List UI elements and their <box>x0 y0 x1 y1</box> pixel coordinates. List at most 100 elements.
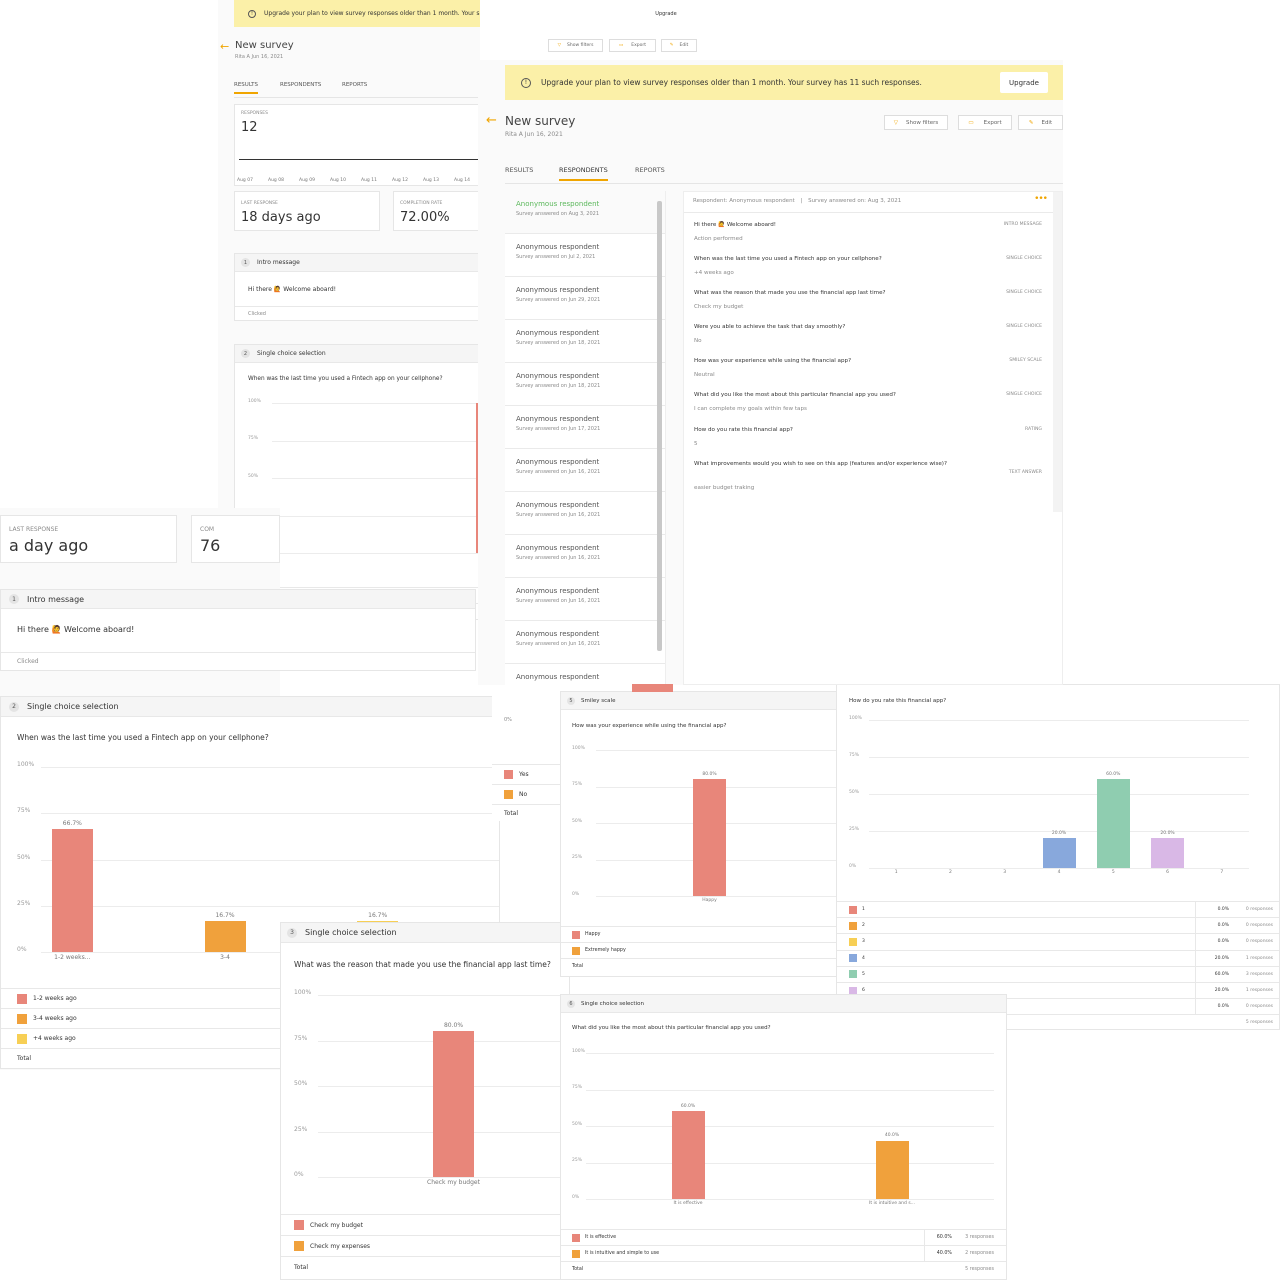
y-tick-label: 25% <box>572 1158 583 1163</box>
chart-bar[interactable] <box>671 1111 705 1199</box>
y-tick-label: 100% <box>294 989 312 996</box>
legend-label: 5 <box>862 971 865 977</box>
show-filters-button[interactable]: ▽ Show filters <box>884 115 948 130</box>
qa-type: SMILEY SCALE <box>1009 358 1042 363</box>
tab-respondents-large[interactable]: RESPONDENTS <box>559 166 608 181</box>
timeline-date: Aug 11 <box>361 178 377 183</box>
export-button-small[interactable]: ▭ Export <box>609 39 656 52</box>
legend-label: 2 <box>862 923 865 929</box>
export-button[interactable]: ▭ Export <box>958 115 1012 130</box>
respondent-date: Survey answered on Jun 18, 2021 <box>516 383 601 389</box>
qa-item: How do you rate this financial app? RATIN… <box>694 427 1042 461</box>
legend-swatch <box>849 954 857 963</box>
tabs-bar-large: RESULTS RESPONDENTS REPORTS <box>505 164 1063 184</box>
detail-scrollbar[interactable] <box>1053 192 1062 512</box>
qa-question: Hi there 🙋 Welcome aboard! <box>694 222 777 228</box>
tab-results-large[interactable]: RESULTS <box>505 166 534 174</box>
edit-button-small[interactable]: ✎ Edit <box>661 39 697 52</box>
tab-respondents[interactable]: RESPONDENTS <box>280 82 322 88</box>
respondent-item[interactable]: Anonymous respondent Survey answered on J… <box>505 492 665 535</box>
qa-type: INTRO MESSAGE <box>1003 222 1042 227</box>
y-tick-label: 75% <box>572 1085 583 1090</box>
completion-rate-label: COMPLETION RATE <box>400 201 443 206</box>
back-arrow-icon-large[interactable]: ← <box>486 113 497 128</box>
chart-bar[interactable] <box>1042 838 1076 868</box>
total-label-yesno: Total <box>504 809 519 817</box>
q2-back-chart: 100%75%50%25%0%100+4 wee <box>248 399 480 560</box>
list-scrollbar[interactable] <box>657 201 662 651</box>
chart-bar[interactable] <box>51 828 93 952</box>
chart-bar[interactable] <box>475 403 480 553</box>
qa-item: How was your experience while using the … <box>694 358 1042 392</box>
qa-answer: easier budget traking <box>694 485 755 491</box>
chart-bar[interactable] <box>1151 838 1185 868</box>
gridline <box>272 553 479 554</box>
respondent-item[interactable]: Anonymous respondent Survey answered on J… <box>505 234 665 277</box>
q3-card: 3 Single choice selection What was the r… <box>280 922 570 1280</box>
banner-text-large: Upgrade your plan to view survey respons… <box>541 78 922 87</box>
rating-legend: 1 0.0% 0 responses 2 0.0% 0 responses 3 0.0% 0 r… <box>837 901 1279 1031</box>
bar-value-label: 60.0% <box>1106 771 1121 777</box>
legend-swatch <box>17 993 27 1004</box>
respondent-item[interactable]: Anonymous respondent Survey answered on J… <box>505 363 665 406</box>
qa-item: What improvements would you wish to see … <box>694 461 1042 495</box>
upgrade-banner-button-small[interactable]: Upgrade <box>647 7 685 20</box>
legend-label: +4 weeks ago <box>33 1035 76 1042</box>
back-arrow-icon[interactable]: ← <box>220 40 230 53</box>
gridline <box>596 750 839 751</box>
tab-reports[interactable]: REPORTS <box>342 82 368 88</box>
respondent-item[interactable]: Anonymous respondent Survey answered on J… <box>505 578 665 621</box>
detail-header: Respondent: Anonymous respondent | Surve… <box>684 192 1062 213</box>
gridline <box>41 952 499 953</box>
chart-bar[interactable] <box>204 921 246 952</box>
last-response-label: LAST RESPONSE <box>241 201 278 206</box>
legend-responses: 0 responses <box>1245 907 1273 913</box>
chart-bar[interactable] <box>1096 779 1130 868</box>
timeline-baseline <box>239 159 479 160</box>
x-category-label: 5 <box>1111 870 1115 875</box>
show-filters-button-small[interactable]: ▽ Show filters <box>548 39 603 52</box>
legend-responses: 0 responses <box>1245 939 1273 945</box>
qa-answer: Action performed <box>694 236 743 242</box>
q5-question: How was your experience while using the … <box>572 723 727 729</box>
legend-label: It is intuitive and simple to use <box>585 1251 660 1256</box>
respondent-item[interactable]: Anonymous respondent Survey answered on J… <box>505 535 665 578</box>
q5-card: 5 Smiley scale How was your experience w… <box>560 691 840 977</box>
y-tick-label: 25% <box>849 826 860 832</box>
show-filters-label: Show filters <box>567 43 594 48</box>
qa-item: What was the reason that made you use th… <box>694 290 1042 324</box>
qa-question: When was the last time you used a Fintec… <box>694 256 882 262</box>
y-tick-label: 25% <box>294 1125 308 1133</box>
respondent-item[interactable]: Anonymous respondent Survey answered on A… <box>505 191 665 234</box>
respondent-item[interactable]: Anonymous respondent Survey answered on J… <box>505 621 665 664</box>
edit-button[interactable]: ✎ Edit <box>1018 115 1063 130</box>
export-label-large: Export <box>983 119 1002 126</box>
gridline <box>272 440 479 442</box>
respondent-item[interactable]: Anonymous respondent Survey answered on J… <box>505 277 665 320</box>
total-label: Total <box>294 1263 309 1271</box>
legend-label: It is effective <box>585 1235 617 1240</box>
respondent-list[interactable]: Anonymous respondent Survey answered on A… <box>505 191 666 685</box>
respondent-item[interactable]: Anonymous respondent Survey answered on J… <box>505 406 665 449</box>
chart-bar[interactable] <box>693 779 726 896</box>
tab-results[interactable]: RESULTS <box>234 82 258 94</box>
legend-label-no: No <box>519 791 528 798</box>
upgrade-button[interactable]: Upgrade <box>1000 72 1048 93</box>
timeline-dates: Aug 07 Aug 08 Aug 09 Aug 10 Aug 11 Aug 12 Aug … <box>237 178 479 186</box>
x-category-label: 3 <box>1003 870 1007 875</box>
responses-value: 12 <box>241 120 258 135</box>
respondent-item[interactable]: Anonymous respondent <box>505 664 665 685</box>
detail-respondent: Respondent: Anonymous respondent <box>693 198 795 204</box>
tab-reports-large[interactable]: REPORTS <box>635 166 665 174</box>
chart-bar[interactable] <box>433 1031 474 1177</box>
gridline <box>272 403 479 404</box>
greeting-rest-2: Welcome aboard! <box>64 625 135 634</box>
bar-value-label: 20.0% <box>1160 830 1175 836</box>
gridline <box>869 831 1249 832</box>
respondent-item[interactable]: Anonymous respondent Survey answered on J… <box>505 449 665 492</box>
chart-bar[interactable] <box>875 1140 909 1199</box>
intro-greeting: Hi there 🙋 Welcome aboard! <box>248 286 336 293</box>
q6-title: Single choice selection <box>581 1000 644 1007</box>
respondent-item[interactable]: Anonymous respondent Survey answered on J… <box>505 320 665 363</box>
more-options-icon[interactable]: ••• <box>1034 194 1048 204</box>
